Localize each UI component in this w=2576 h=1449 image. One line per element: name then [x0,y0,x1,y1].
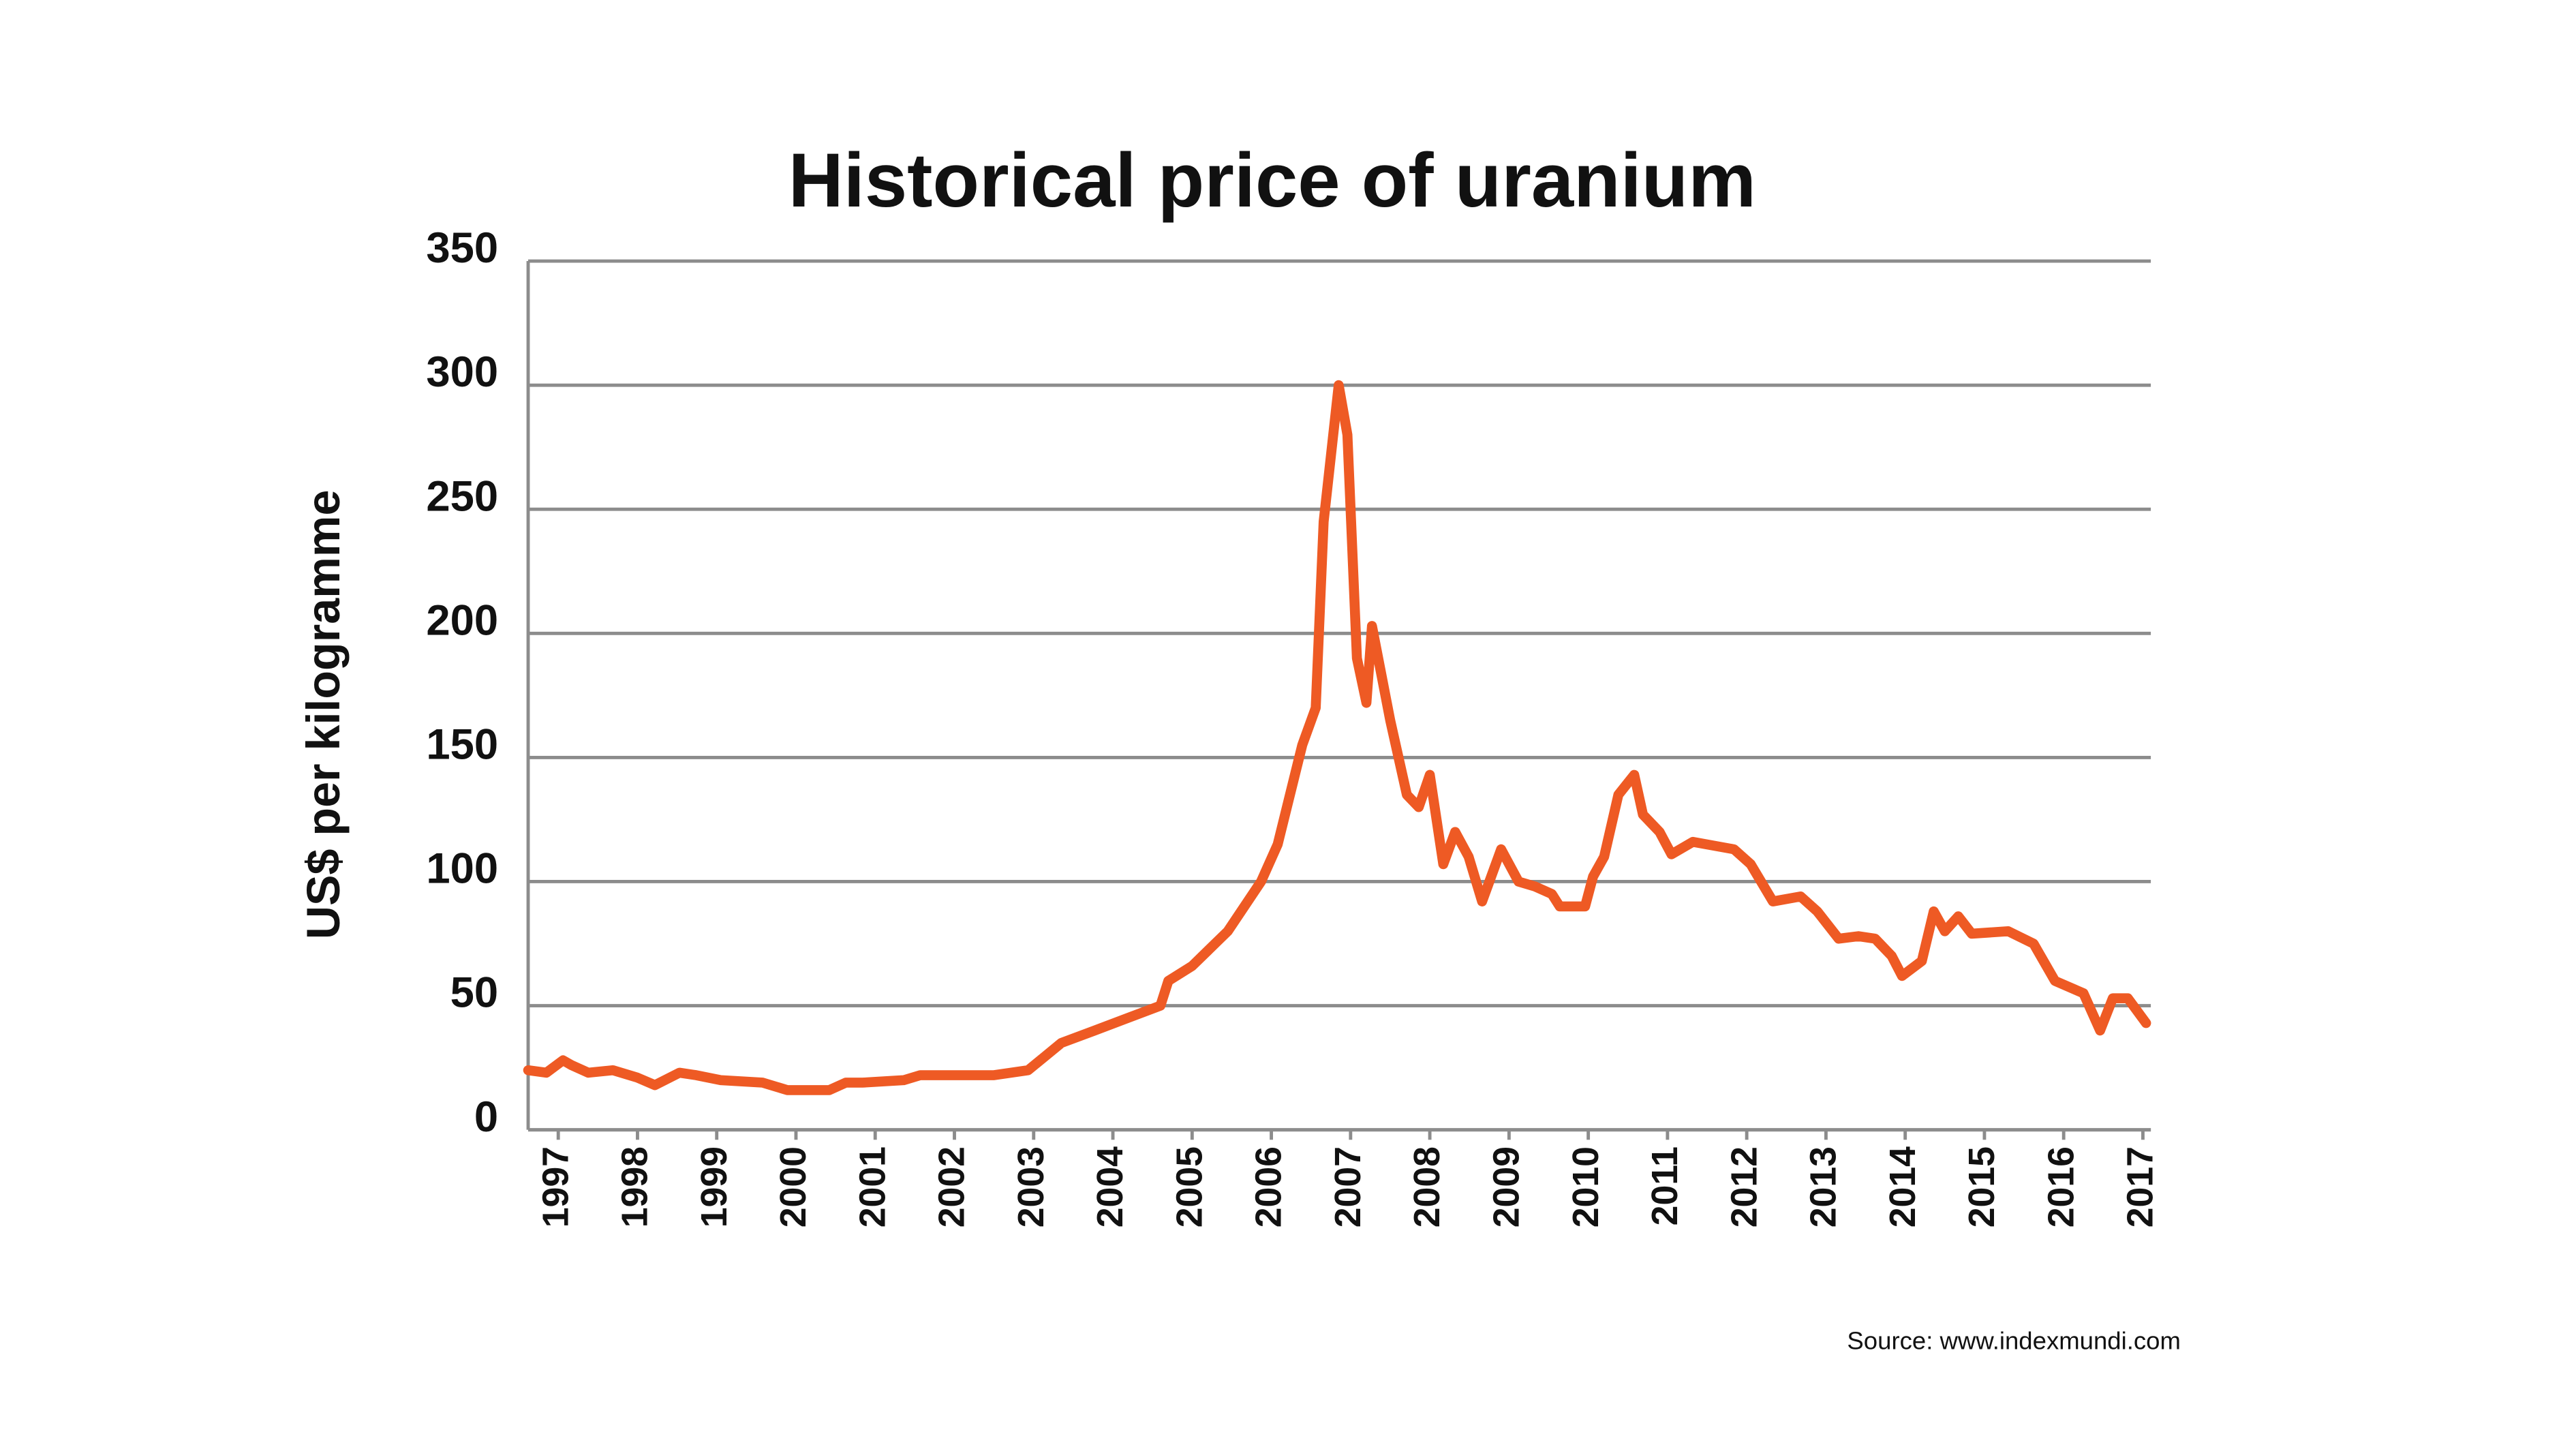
x-tick-label: 2011 [1644,1146,1685,1225]
y-tick-label: 250 [426,472,498,520]
x-tick-label: 2002 [932,1146,972,1227]
x-tick-label: 2005 [1169,1146,1210,1227]
y-tick-label: 0 [474,1093,498,1141]
y-tick-label: 200 [426,596,498,644]
y-tick-label: 350 [426,224,498,272]
x-tick-label: 2008 [1407,1146,1447,1227]
x-tick-label: 2015 [1961,1146,2002,1227]
y-tick-label: 150 [426,721,498,769]
y-tick-label: 300 [426,348,498,396]
y-tick-label: 100 [426,845,498,893]
x-tick-label: 2003 [1011,1146,1052,1227]
x-tick-label: 2013 [1803,1146,1844,1227]
x-tick-label: 2007 [1328,1146,1368,1227]
x-tick-label: 2016 [2040,1146,2081,1227]
chart-title: Historical price of uranium [788,138,1756,223]
x-tick-label: 2014 [1882,1146,1923,1227]
x-tick-label: 2000 [773,1146,814,1227]
price-line [523,380,2151,1095]
x-tick-label: 2004 [1090,1146,1131,1227]
x-tick-label: 2006 [1248,1146,1289,1227]
x-tick-label: 2010 [1565,1146,1606,1227]
x-tick-label: 1998 [615,1146,656,1227]
y-axis-label: US$ per kilogramme [298,490,350,940]
x-tick-label: 2009 [1486,1146,1527,1227]
source-note: Source: www.indexmundi.com [1847,1326,2181,1354]
y-tick-label: 50 [450,969,498,1017]
x-tick-label: 1997 [535,1146,576,1227]
x-tick-label: 2001 [852,1146,893,1227]
x-tick-label: 2017 [2120,1146,2161,1227]
x-tick-label: 1999 [694,1146,735,1227]
x-tick-label: 2012 [1723,1146,1764,1227]
